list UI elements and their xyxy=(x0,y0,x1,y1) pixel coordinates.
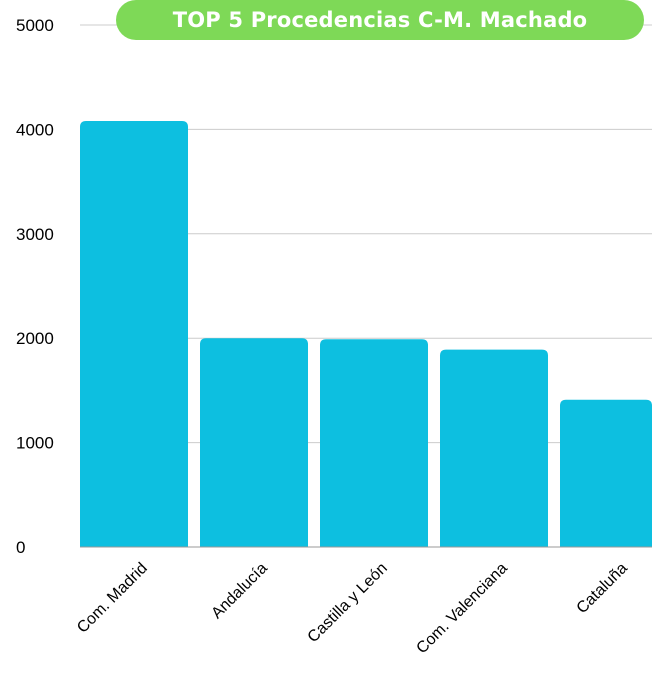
x-tick-label: Cataluña xyxy=(574,560,631,617)
y-tick-label: 5000 xyxy=(16,16,54,35)
x-axis-ticks: Com. Madrid Andalucía Castilla y León Com. … xyxy=(74,560,631,657)
y-tick-label: 1000 xyxy=(16,434,54,453)
x-tick-label: Andalucía xyxy=(208,560,270,622)
bar xyxy=(440,349,548,547)
bars xyxy=(80,121,652,547)
x-tick-label: Castilla y León xyxy=(305,560,391,646)
bar xyxy=(80,121,188,547)
bar xyxy=(560,399,652,547)
x-tick-label: Com. Madrid xyxy=(74,560,151,637)
y-axis-ticks: 0 1000 2000 3000 4000 5000 xyxy=(16,16,54,557)
y-tick-label: 2000 xyxy=(16,329,54,348)
bar xyxy=(200,338,308,547)
y-tick-label: 3000 xyxy=(16,225,54,244)
x-tick-label: Com. Valenciana xyxy=(413,560,510,657)
chart-title: TOP 5 Procedencias C-M. Machado xyxy=(116,0,644,40)
y-tick-label: 4000 xyxy=(16,120,54,139)
y-tick-label: 0 xyxy=(16,538,25,557)
bar xyxy=(320,339,428,547)
